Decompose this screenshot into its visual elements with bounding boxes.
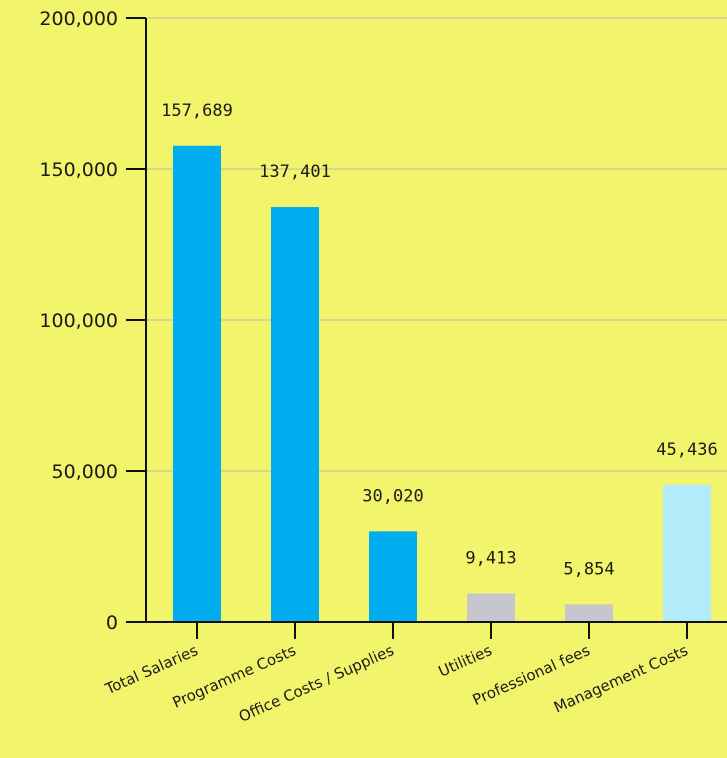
y-tick-label: 50,000 <box>52 461 118 483</box>
data-label: 137,401 <box>259 162 331 182</box>
data-label: 157,689 <box>161 101 233 121</box>
bar <box>369 531 417 622</box>
gridlines <box>146 17 727 472</box>
data-label: 45,436 <box>656 440 717 460</box>
axes <box>126 17 727 639</box>
bar <box>467 593 515 622</box>
x-tick-label: Office Costs / Supplies <box>236 641 397 726</box>
y-tick-label: 200,000 <box>39 8 118 30</box>
x-tick-label: Utilities <box>436 641 495 680</box>
data-label: 5,854 <box>563 559 614 579</box>
bars <box>173 145 711 622</box>
data-label: 9,413 <box>465 549 516 569</box>
bar <box>271 207 319 622</box>
y-tick-label: 0 <box>106 612 118 634</box>
bar <box>663 484 711 622</box>
y-tick-label: 150,000 <box>39 159 118 181</box>
y-tick-label: 100,000 <box>39 310 118 332</box>
bar <box>173 145 221 622</box>
data-label: 30,020 <box>362 486 423 506</box>
bar <box>565 604 613 622</box>
